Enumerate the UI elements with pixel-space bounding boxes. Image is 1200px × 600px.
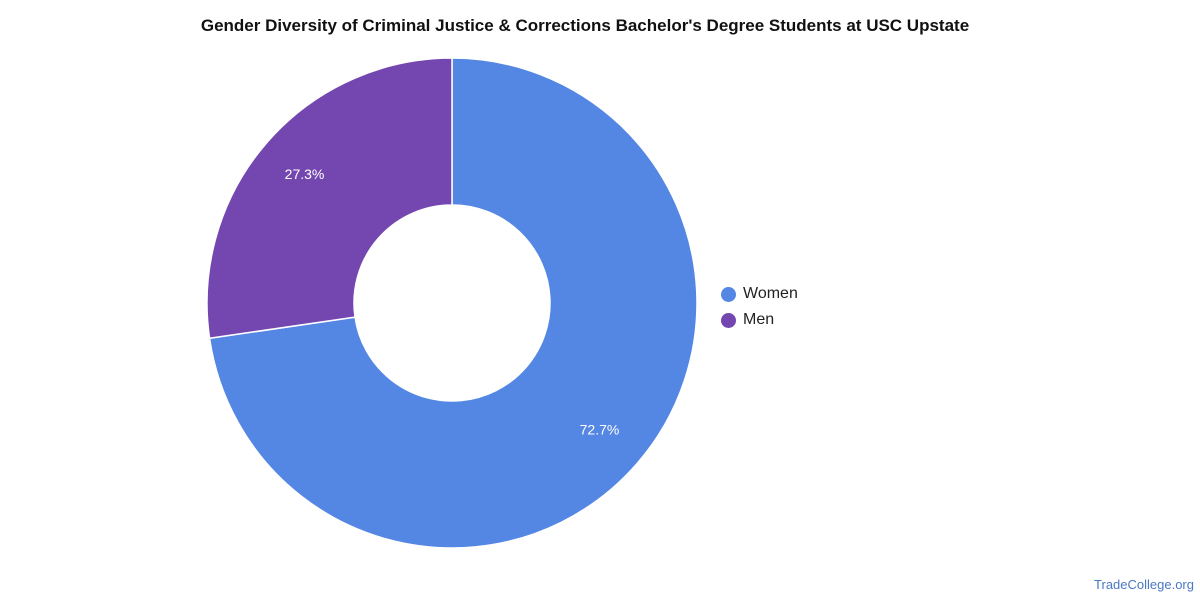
- slice-label-women: 72.7%: [580, 421, 620, 437]
- legend-item-men[interactable]: Men: [721, 307, 798, 333]
- legend-swatch-men: [721, 312, 736, 328]
- legend-label-women: Women: [743, 285, 798, 302]
- legend-swatch-women: [721, 286, 736, 302]
- slice-women[interactable]: [208, 57, 698, 549]
- slice-men[interactable]: [206, 57, 453, 340]
- legend-label-men: Men: [743, 311, 775, 328]
- watermark[interactable]: TradeCollege.org: [1094, 577, 1194, 592]
- legend: Women Men: [721, 281, 798, 333]
- legend-item-women[interactable]: Women: [721, 281, 798, 307]
- chart-title: Gender Diversity of Criminal Justice & C…: [200, 16, 970, 35]
- slice-label-men: 27.3%: [285, 166, 325, 182]
